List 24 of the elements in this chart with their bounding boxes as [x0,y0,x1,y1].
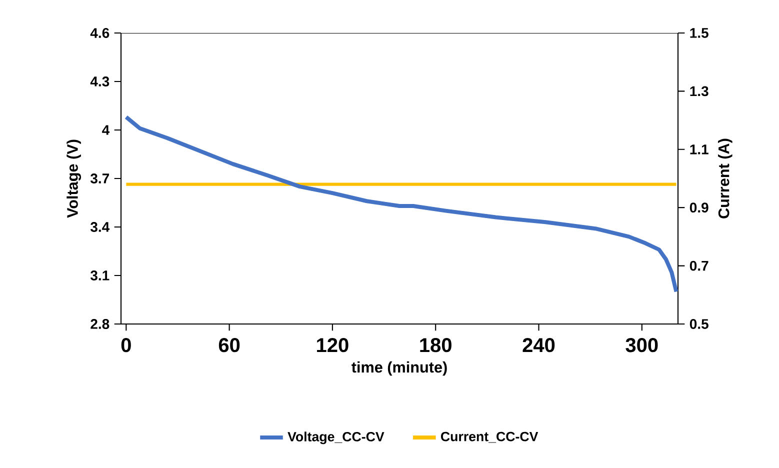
x-tick-label: 0 [121,338,131,352]
y-tick-label: 4.3 [90,76,110,86]
y2-tick-label: 1.5 [690,28,708,38]
y2-tick-label: 1.3 [690,86,708,96]
y2-tick-label: 0.5 [690,319,708,329]
y-tick-label: 2.8 [90,319,110,329]
y-axis-title: Voltage (V) [66,140,82,218]
legend-label: Current_CC-CV [440,432,538,443]
y-tick-label: 4.6 [90,28,110,38]
y2-tick-label: 0.9 [690,202,708,213]
x-tick-label: 240 [522,338,555,352]
x-axis-title: time (minute) [352,361,447,376]
y-tick-label: 3.4 [90,222,110,232]
y-tick-label: 3.1 [90,270,110,280]
y2-tick-label: 1.1 [690,144,708,154]
y2-tick-label: 0.7 [690,260,708,271]
x-tick-label: 300 [626,338,658,352]
y-tick-label: 3.7 [90,174,110,184]
x-tick-label: 180 [420,338,452,352]
x-tick-label: 120 [317,338,348,352]
y-tick-label: 4 [102,125,110,135]
y2-axis-title: Current (A) [718,138,732,218]
x-tick-label: 60 [218,338,240,352]
legend-label: Voltage_CC-CV [288,432,384,444]
